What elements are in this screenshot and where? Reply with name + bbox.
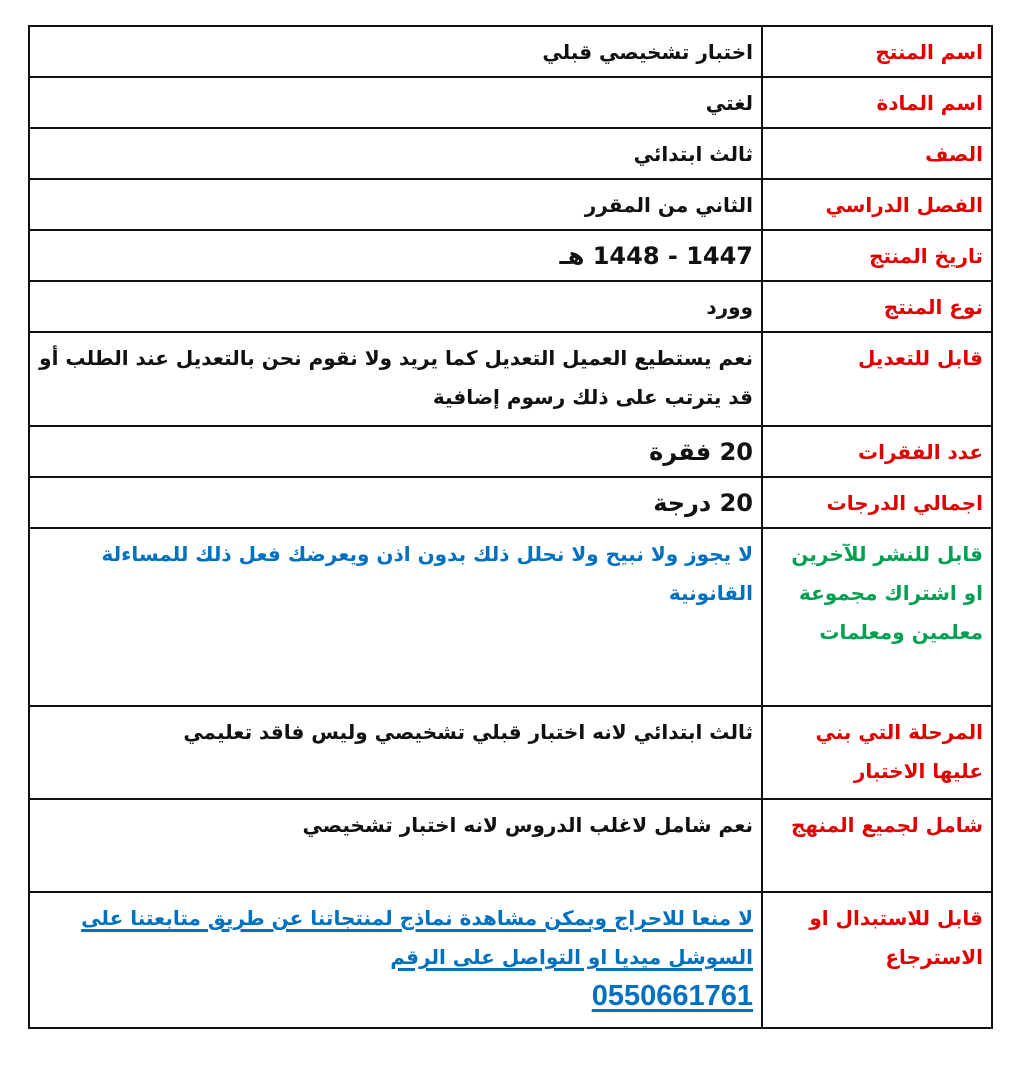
- row-value: نعم شامل لاغلب الدروس لانه اختبار تشخيصي: [28, 798, 763, 893]
- table-row: الفصل الدراسي الثاني من المقرر: [28, 178, 993, 231]
- table-row: قابل للنشر للآخرين او اشتراك مجموعة معلم…: [28, 527, 993, 707]
- product-spec-table: اسم المنتج اختبار تشخيصي قبلي اسم المادة ل…: [28, 25, 993, 1029]
- row-value: الثاني من المقرر: [28, 178, 763, 231]
- row-label: المرحلة التي بني عليها الاختبار: [761, 705, 993, 800]
- table-row: عدد الفقرات 20 فقرة: [28, 425, 993, 478]
- row-value: لا منعا للاحراج ويمكن مشاهدة نماذج لمنتج…: [28, 891, 763, 1029]
- row-value: 1447 - 1448 هـ: [28, 229, 763, 282]
- row-value: لا يجوز ولا نبيح ولا نحلل ذلك بدون اذن و…: [28, 527, 763, 707]
- table-row: الصف ثالث ابتدائي: [28, 127, 993, 180]
- phone-number-link[interactable]: 0550661761: [591, 980, 753, 1012]
- row-label: نوع المنتج: [761, 280, 993, 333]
- table-row: اسم المادة لغتي: [28, 76, 993, 129]
- row-label: عدد الفقرات: [761, 425, 993, 478]
- row-label: اسم المادة: [761, 76, 993, 129]
- row-label: قابل للنشر للآخرين او اشتراك مجموعة معلم…: [761, 527, 993, 707]
- row-value: ثالث ابتدائي: [28, 127, 763, 180]
- row-value: وورد: [28, 280, 763, 333]
- row-value: نعم يستطيع العميل التعديل كما يريد ولا ن…: [28, 331, 763, 427]
- row-value: لغتي: [28, 76, 763, 129]
- table-row: تاريخ المنتج 1447 - 1448 هـ: [28, 229, 993, 282]
- row-label: قابل للتعديل: [761, 331, 993, 427]
- row-label: قابل للاستبدال او الاسترجاع: [761, 891, 993, 1029]
- row-label: شامل لجميع المنهج: [761, 798, 993, 893]
- row-value: ثالث ابتدائي لانه اختبار قبلي تشخيصي ولي…: [28, 705, 763, 800]
- row-value: 20 فقرة: [28, 425, 763, 478]
- table-row: قابل للتعديل نعم يستطيع العميل التعديل كم…: [28, 331, 993, 427]
- contact-text-link[interactable]: لا منعا للاحراج ويمكن مشاهدة نماذج لمنتج…: [81, 906, 753, 969]
- table-row: قابل للاستبدال او الاسترجاع لا منعا للاح…: [28, 891, 993, 1029]
- table-row: نوع المنتج وورد: [28, 280, 993, 333]
- row-label: الصف: [761, 127, 993, 180]
- row-label: تاريخ المنتج: [761, 229, 993, 282]
- row-label: اسم المنتج: [761, 25, 993, 78]
- table-row: اجمالي الدرجات 20 درجة: [28, 476, 993, 529]
- row-label: اجمالي الدرجات: [761, 476, 993, 529]
- table-row: شامل لجميع المنهج نعم شامل لاغلب الدروس ل…: [28, 798, 993, 893]
- row-value: 20 درجة: [28, 476, 763, 529]
- table-row: المرحلة التي بني عليها الاختبار ثالث ابتد…: [28, 705, 993, 800]
- table-row: اسم المنتج اختبار تشخيصي قبلي: [28, 25, 993, 78]
- row-label: الفصل الدراسي: [761, 178, 993, 231]
- row-value: اختبار تشخيصي قبلي: [28, 25, 763, 78]
